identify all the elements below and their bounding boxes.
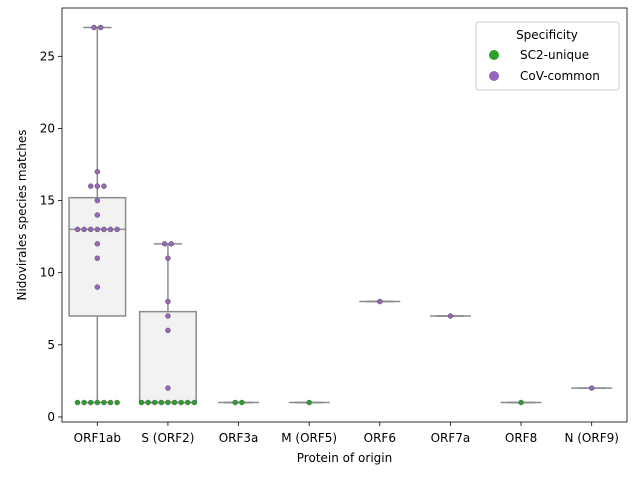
point-cov-common: [101, 226, 107, 233]
y-tick-label: 25: [40, 49, 55, 63]
legend-label-cov-common: CoV-common: [520, 69, 600, 83]
point-sc2-unique: [151, 399, 158, 406]
point-cov-common: [165, 313, 171, 319]
point-sc2-unique: [107, 399, 114, 406]
point-cov-common: [81, 226, 87, 233]
point-cov-common: [165, 255, 171, 262]
point-sc2-unique: [232, 399, 239, 406]
point-cov-common: [94, 241, 101, 247]
x-tick-label: ORF3a: [219, 431, 259, 445]
y-tick-label: 5: [47, 338, 55, 352]
point-sc2-unique: [165, 399, 171, 406]
point-sc2-unique: [306, 399, 312, 406]
x-tick-label: ORF1ab: [74, 431, 121, 445]
point-cov-common: [165, 385, 171, 391]
point-sc2-unique: [138, 399, 145, 406]
point-cov-common: [161, 241, 168, 247]
point-cov-common: [94, 168, 101, 175]
point-sc2-unique: [87, 399, 94, 406]
x-tick-label: N (ORF9): [564, 431, 618, 445]
x-tick-label: ORF7a: [431, 431, 471, 445]
legend-title: Specificity: [516, 28, 578, 42]
point-cov-common: [168, 241, 174, 247]
point-cov-common: [101, 183, 107, 189]
y-axis-title: Nidovirales species matches: [15, 130, 29, 301]
point-cov-common: [94, 226, 101, 233]
point-sc2-unique: [191, 399, 198, 406]
x-tick-label: S (ORF2): [141, 431, 194, 445]
point-cov-common: [94, 197, 101, 204]
x-axis-title: Protein of origin: [297, 451, 392, 465]
point-cov-common: [107, 226, 114, 233]
point-sc2-unique: [518, 399, 524, 406]
point-cov-common: [377, 298, 383, 305]
point-cov-common: [97, 24, 104, 31]
plot-frame: [61, 7, 628, 423]
point-cov-common: [114, 226, 120, 233]
point-sc2-unique: [158, 399, 165, 406]
x-tick-label: ORF6: [364, 431, 396, 445]
x-tick-label: ORF8: [505, 431, 537, 445]
point-cov-common: [94, 255, 101, 262]
legend-marker-sc2-unique: [489, 50, 499, 60]
point-cov-common: [87, 226, 94, 233]
y-tick-label: 10: [40, 266, 55, 280]
point-cov-common: [588, 385, 595, 391]
point-sc2-unique: [101, 399, 107, 406]
point-cov-common: [91, 24, 97, 31]
point-sc2-unique: [145, 399, 151, 406]
axes: 0 5 10 15 20 25 ORF1ab S (ORF2) ORF3a M (ORF5) ORF…: [40, 7, 628, 445]
point-cov-common: [447, 313, 454, 319]
point-sc2-unique: [184, 399, 191, 406]
legend-frame: [475, 21, 620, 91]
point-cov-common: [94, 183, 101, 189]
y-tick-label: 20: [40, 121, 55, 135]
point-cov-common: [74, 226, 81, 233]
x-tick-label: M (ORF5): [281, 431, 337, 445]
point-sc2-unique: [94, 399, 101, 406]
legend: Specificity SC2-unique CoV-common: [475, 21, 620, 91]
point-cov-common: [87, 183, 94, 189]
point-sc2-unique: [171, 399, 178, 406]
point-sc2-unique: [239, 399, 245, 406]
point-sc2-unique: [178, 399, 184, 406]
point-sc2-unique: [74, 399, 81, 406]
point-sc2-unique: [81, 399, 87, 406]
y-tick-label: 15: [40, 194, 55, 208]
point-cov-common: [165, 327, 171, 334]
point-cov-common: [94, 284, 101, 290]
legend-marker-cov-common: [489, 71, 499, 81]
point-cov-common: [165, 298, 171, 305]
plot-area: [68, 24, 613, 406]
point-sc2-unique: [114, 399, 120, 406]
y-tick-label: 0: [47, 410, 55, 424]
legend-label-sc2-unique: SC2-unique: [520, 48, 589, 62]
point-cov-common: [94, 212, 101, 218]
